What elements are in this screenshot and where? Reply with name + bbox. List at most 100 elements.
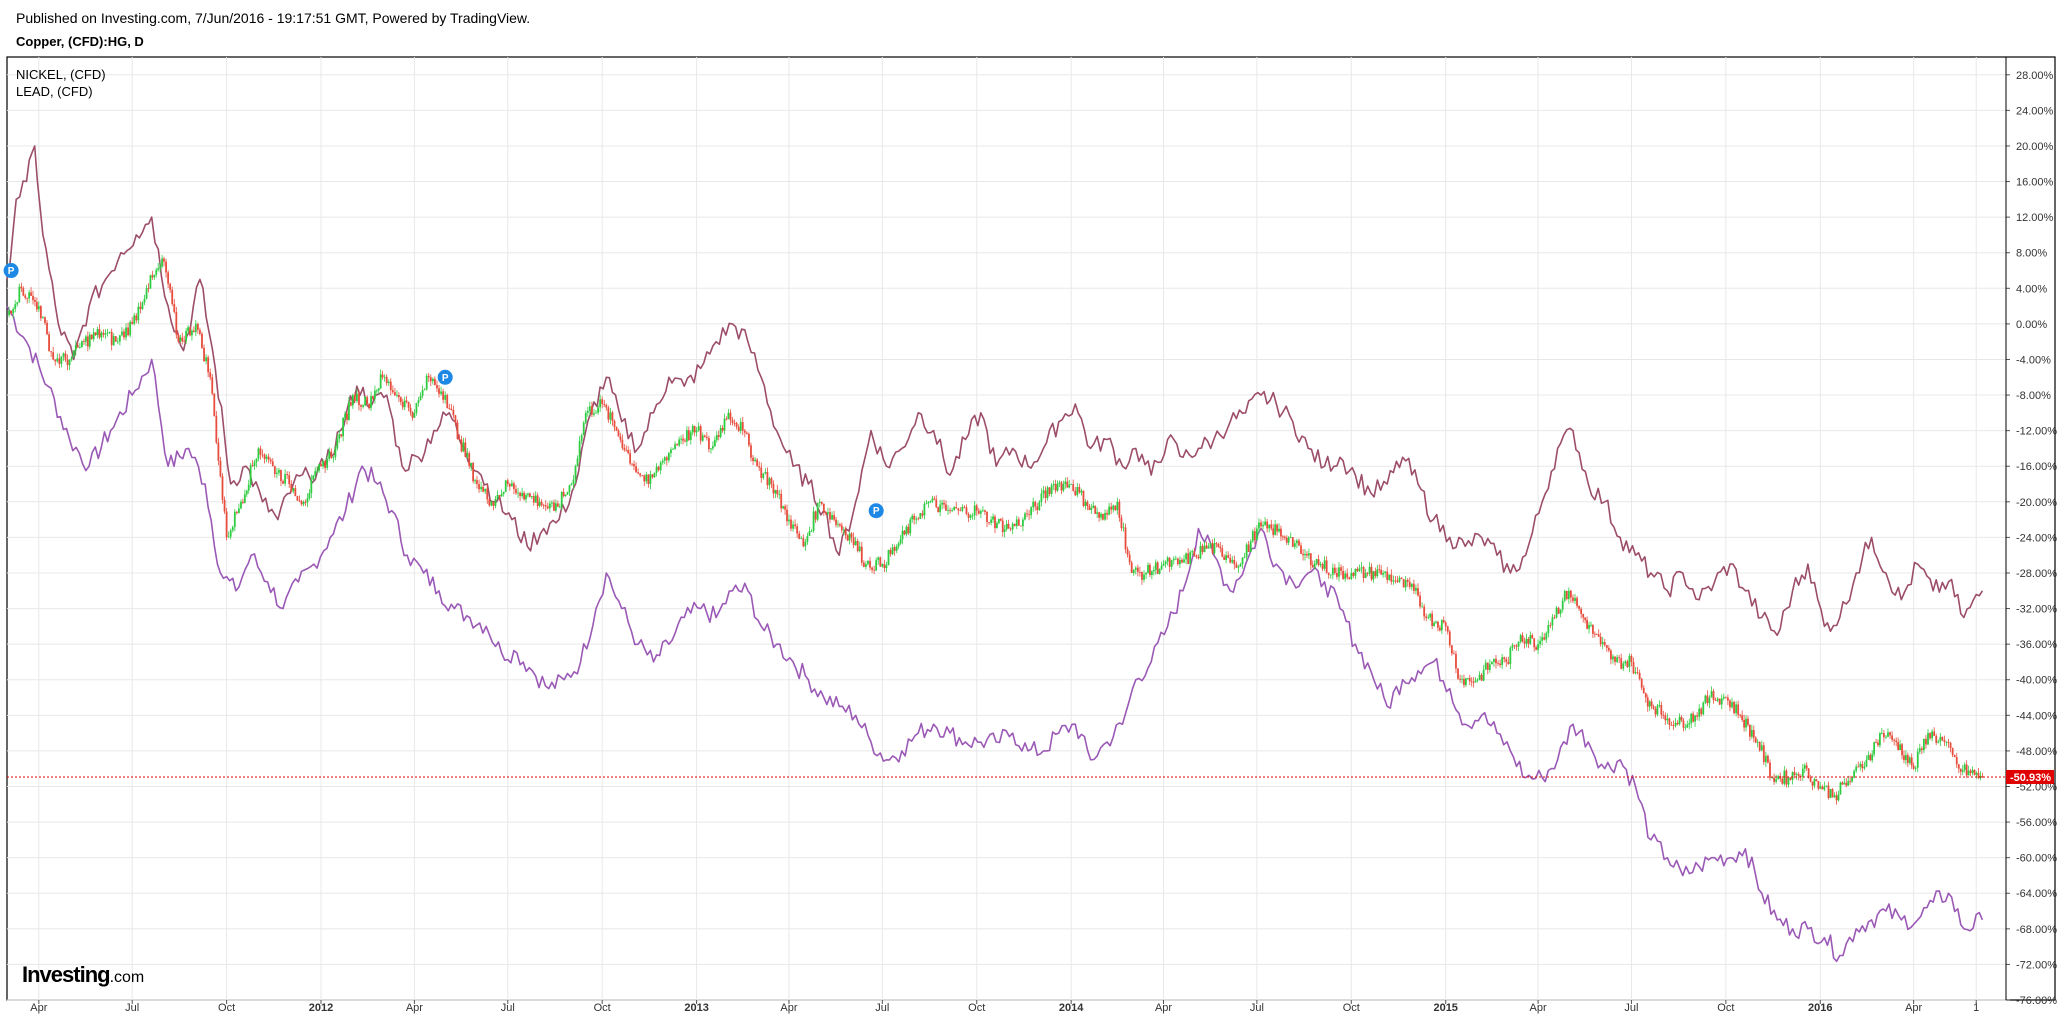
- candle-body: [340, 434, 343, 437]
- candle-body: [1323, 560, 1326, 569]
- candle-body: [1446, 626, 1449, 632]
- candle-body: [723, 418, 726, 431]
- candle-body: [635, 466, 637, 473]
- candle-body: [1652, 706, 1655, 709]
- candle-body: [806, 535, 809, 542]
- candle-body: [278, 469, 280, 473]
- candle-body: [558, 506, 561, 508]
- candle-body: [372, 396, 374, 399]
- candle-body: [504, 480, 507, 492]
- x-tick-label: Apr: [1529, 1002, 1546, 1014]
- candle-body: [332, 457, 335, 458]
- candle-body: [800, 538, 803, 540]
- x-tick-label: 2014: [1059, 1002, 1084, 1014]
- candle-body: [26, 297, 29, 299]
- candle-body: [515, 489, 517, 494]
- candle-body: [1650, 701, 1653, 707]
- legend-nickel[interactable]: NICKEL, (CFD): [16, 67, 106, 82]
- candle-body: [1090, 508, 1093, 511]
- candle-body: [1586, 619, 1588, 629]
- candle-body: [1488, 664, 1491, 670]
- candle-body: [1484, 662, 1487, 670]
- candle-body: [1058, 482, 1061, 484]
- candle-body: [839, 524, 841, 526]
- candle-body: [1370, 566, 1373, 580]
- candle-body: [1187, 553, 1190, 564]
- candle-body: [273, 466, 276, 474]
- candle-body: [1306, 554, 1308, 556]
- chart-header: Published on Investing.com, 7/Jun/2016 -…: [16, 10, 530, 50]
- candle-body: [425, 375, 428, 390]
- candle-body: [498, 494, 501, 497]
- candle-body: [887, 549, 890, 566]
- current-price-label: -50.93%: [2010, 772, 2051, 784]
- candle-body: [1348, 577, 1351, 579]
- candle-body: [191, 330, 193, 336]
- candle-body: [829, 512, 831, 520]
- candle-body: [10, 311, 13, 314]
- candle-body: [631, 463, 633, 465]
- candle-body: [496, 494, 499, 500]
- candle-body: [1241, 557, 1244, 565]
- candle-body: [710, 448, 712, 450]
- candle-body: [306, 498, 309, 503]
- candle-body: [576, 458, 579, 466]
- candle-body: [161, 258, 163, 267]
- candle-body: [1388, 574, 1391, 580]
- candle-body: [1431, 613, 1434, 626]
- candle-body: [1747, 718, 1749, 725]
- candle-body: [456, 422, 459, 440]
- candle-body: [163, 258, 165, 262]
- candle-body: [939, 504, 942, 513]
- symbol-title[interactable]: Copper, (CFD):HG, D: [16, 34, 144, 49]
- candle-body: [1307, 553, 1310, 556]
- candle-body: [1237, 566, 1240, 568]
- candle-body: [721, 427, 724, 431]
- candle-body: [1433, 622, 1435, 626]
- candle-body: [1529, 635, 1532, 644]
- candle-body: [1610, 650, 1612, 660]
- candle-body: [1036, 506, 1039, 510]
- candle-body: [770, 478, 773, 485]
- candle-body: [967, 513, 970, 518]
- candle-body: [330, 451, 333, 458]
- candle-body: [858, 546, 861, 552]
- candle-body: [1593, 633, 1596, 635]
- legend-lead[interactable]: LEAD, (CFD): [16, 84, 93, 99]
- candle-body: [1893, 739, 1896, 741]
- candle-body: [1264, 521, 1266, 525]
- candle-body: [405, 400, 408, 402]
- candle-body: [294, 488, 297, 497]
- publication-marker[interactable]: [3, 263, 19, 279]
- candle-body: [121, 331, 123, 336]
- candle-body: [1933, 731, 1936, 736]
- candle-body: [1062, 484, 1065, 491]
- candle-body: [1156, 562, 1159, 574]
- candle-body: [1708, 697, 1711, 704]
- candle-body: [844, 529, 847, 536]
- candle-body: [1676, 722, 1679, 725]
- candle-body: [1553, 617, 1556, 619]
- candle-body: [990, 519, 993, 523]
- candle-body: [1644, 693, 1647, 698]
- candle-body: [871, 567, 873, 570]
- candle-body: [840, 525, 843, 531]
- candle-body: [1519, 635, 1522, 642]
- candle-body: [1042, 490, 1045, 494]
- candle-body: [1287, 537, 1290, 543]
- candle-body: [265, 456, 268, 459]
- candle-body: [517, 492, 519, 494]
- candle-body: [1967, 770, 1970, 776]
- publication-marker[interactable]: [437, 369, 453, 385]
- candle-body: [1692, 713, 1695, 722]
- candle-body: [1315, 559, 1318, 564]
- candle-body: [1313, 563, 1316, 568]
- candle-body: [641, 475, 644, 477]
- candle-body: [1368, 566, 1371, 574]
- publication-marker[interactable]: [868, 503, 884, 519]
- candle-body: [310, 479, 313, 494]
- candle-body: [379, 374, 382, 389]
- candle-body: [1961, 769, 1964, 772]
- candle-body: [397, 395, 400, 398]
